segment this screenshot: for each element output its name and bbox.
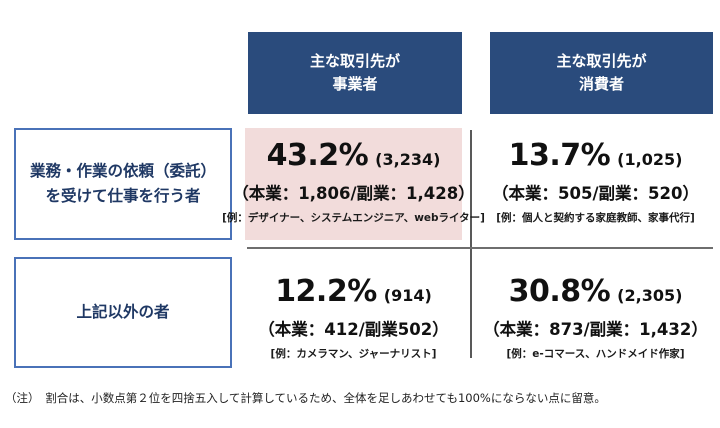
column-header-consumer-line2: 消費者 — [578, 75, 624, 93]
column-header-business-line1: 主な取引先が — [309, 51, 400, 70]
row-header-commissioned-line1: 業務・作業の依頼（委託） — [29, 162, 216, 181]
cell-value-line: 43.2% (3,234) — [267, 136, 441, 180]
breakdown-value: （本業：1,806/副業：1,428） — [232, 184, 475, 203]
percent-value: 30.8% — [508, 274, 611, 309]
breakdown-value: （本業：412/副業502） — [258, 320, 449, 339]
examples-label: [例：カメラマン、ジャーナリスト] — [270, 348, 437, 360]
cell-consumer-commissioned: 13.7% (1,025) （本業：505/副業：520） [例：個人と契約する… — [478, 136, 713, 230]
cell-value-line: 30.8% (2,305) — [509, 272, 683, 316]
column-header-business-line2: 事業者 — [332, 75, 378, 93]
percent-value: 13.7% — [508, 138, 611, 173]
examples-label: [例：e-コマース、ハンドメイド作家] — [506, 348, 685, 360]
column-header-consumer: 主な取引先が 消費者 — [490, 32, 713, 114]
row-header-commissioned-workers: 業務・作業の依頼（委託） を受けて仕事を行う者 — [14, 128, 232, 240]
count-value: (2,305) — [617, 286, 683, 305]
cell-consumer-others: 30.8% (2,305) （本業：873/副業：1,432） [例：e-コマー… — [478, 272, 713, 366]
column-header-consumer-line1: 主な取引先が — [556, 51, 647, 70]
examples-label: [例：デザイナー、システムエンジニア、webライター] — [222, 212, 485, 224]
cell-business-commissioned: 43.2% (3,234) （本業：1,806/副業：1,428） [例：デザイ… — [222, 136, 485, 230]
column-header-business: 主な取引先が 事業者 — [248, 32, 462, 114]
cell-business-others: 12.2% (914) （本業：412/副業502） [例：カメラマン、ジャーナ… — [245, 272, 462, 366]
count-value: (3,234) — [375, 150, 441, 169]
cell-value-line: 12.2% (914) — [275, 272, 432, 316]
count-value: (1,025) — [617, 150, 683, 169]
row-header-others: 上記以外の者 — [14, 257, 232, 368]
cell-value-line: 13.7% (1,025) — [509, 136, 683, 180]
highlight-background — [245, 128, 462, 240]
vertical-divider — [470, 130, 472, 358]
footnote: （注） 割合は、小数点第２位を四捨五入して計算しているため、全体を足しあわせても… — [5, 391, 606, 405]
breakdown-value: （本業：505/副業：520） — [492, 184, 699, 203]
percent-value: 43.2% — [266, 138, 369, 173]
row-header-others-line1: 上記以外の者 — [76, 303, 170, 322]
row-header-commissioned-line2: を受けて仕事を行う者 — [45, 187, 201, 205]
examples-label: [例：個人と契約する家庭教師、家事代行] — [496, 212, 695, 224]
horizontal-divider — [247, 247, 713, 249]
count-value: (914) — [383, 286, 432, 305]
percent-value: 12.2% — [275, 274, 377, 309]
breakdown-value: （本業：873/副業：1,432） — [483, 320, 708, 339]
